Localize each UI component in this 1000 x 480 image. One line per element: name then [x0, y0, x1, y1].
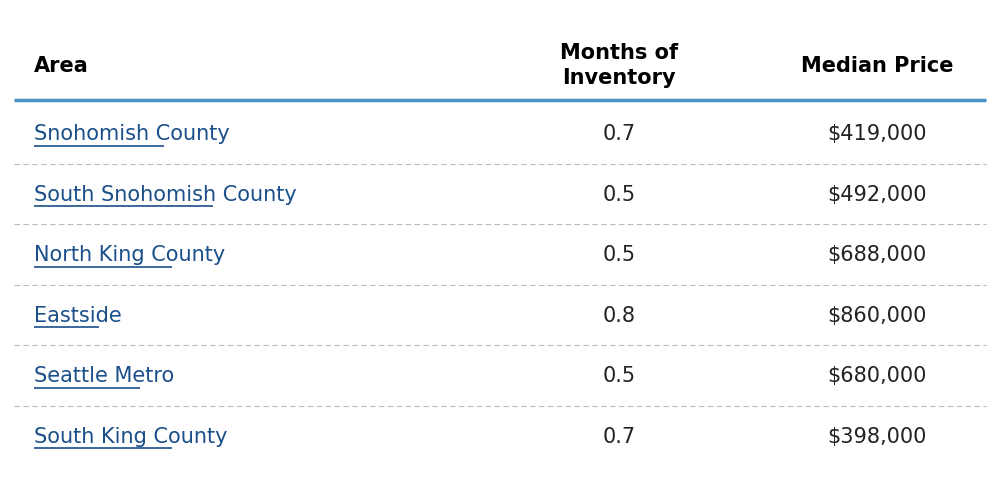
Text: 0.5: 0.5 [602, 184, 636, 204]
Text: $398,000: $398,000 [827, 426, 927, 446]
Text: $492,000: $492,000 [827, 184, 927, 204]
Text: 0.5: 0.5 [602, 245, 636, 265]
Text: Months of
Inventory: Months of Inventory [560, 43, 678, 88]
Text: South Snohomish County: South Snohomish County [34, 184, 297, 204]
Text: 0.8: 0.8 [602, 305, 636, 325]
Text: Seattle Metro: Seattle Metro [34, 366, 174, 385]
Text: Eastside: Eastside [34, 305, 122, 325]
Text: $860,000: $860,000 [827, 305, 927, 325]
Text: Area: Area [34, 56, 89, 75]
Text: Snohomish County: Snohomish County [34, 124, 230, 144]
Text: North King County: North King County [34, 245, 225, 265]
Text: Median Price: Median Price [801, 56, 953, 75]
Text: $419,000: $419,000 [827, 124, 927, 144]
Text: 0.7: 0.7 [602, 426, 636, 446]
Text: $688,000: $688,000 [827, 245, 926, 265]
Text: South King County: South King County [34, 426, 227, 446]
Text: 0.7: 0.7 [602, 124, 636, 144]
Text: $680,000: $680,000 [827, 366, 927, 385]
Text: 0.5: 0.5 [602, 366, 636, 385]
